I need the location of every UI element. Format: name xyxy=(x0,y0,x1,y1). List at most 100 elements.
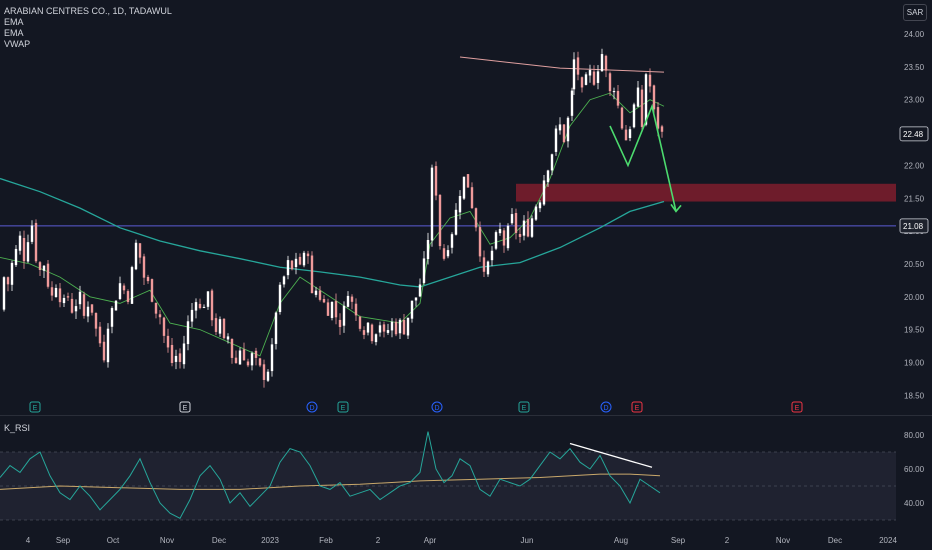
event-marker[interactable] xyxy=(631,401,643,413)
candle-body[interactable] xyxy=(430,167,434,241)
candle-body[interactable] xyxy=(58,288,62,303)
candle-body[interactable] xyxy=(310,255,314,294)
candle-body[interactable] xyxy=(386,330,390,333)
rsi-ma-line[interactable] xyxy=(0,473,661,490)
candle-body[interactable] xyxy=(576,57,580,75)
candle-body[interactable] xyxy=(54,287,58,298)
candle-body[interactable] xyxy=(114,300,118,311)
candle-body[interactable] xyxy=(230,338,234,358)
candle-body[interactable] xyxy=(446,250,450,257)
candle-body[interactable] xyxy=(402,320,406,335)
candle-body[interactable] xyxy=(190,309,194,322)
candle-body[interactable] xyxy=(458,196,462,213)
candle-body[interactable] xyxy=(346,295,350,307)
candle-body[interactable] xyxy=(478,227,482,257)
candle-body[interactable] xyxy=(636,87,640,107)
projection-arrow[interactable] xyxy=(609,103,677,212)
candle-body[interactable] xyxy=(434,166,438,196)
candle-body[interactable] xyxy=(26,242,30,262)
candle-body[interactable] xyxy=(640,89,644,127)
candle-body[interactable] xyxy=(202,306,206,308)
candle-body[interactable] xyxy=(514,213,518,233)
candle-body[interactable] xyxy=(550,154,554,171)
candle-body[interactable] xyxy=(142,256,146,278)
candle-body[interactable] xyxy=(290,260,294,270)
candle-body[interactable] xyxy=(554,128,558,152)
candle-body[interactable] xyxy=(410,300,414,319)
candle-body[interactable] xyxy=(18,235,22,251)
candle-body[interactable] xyxy=(22,238,26,262)
candle-body[interactable] xyxy=(338,319,342,328)
candle-body[interactable] xyxy=(46,263,50,287)
candle-body[interactable] xyxy=(206,291,210,307)
resistance-zone[interactable] xyxy=(516,183,896,202)
candle-body[interactable] xyxy=(110,308,114,327)
candle-body[interactable] xyxy=(78,291,82,305)
candle-body[interactable] xyxy=(562,124,566,143)
candle-body[interactable] xyxy=(2,277,6,310)
currency-button[interactable]: SAR xyxy=(903,4,927,21)
candle-body[interactable] xyxy=(422,258,426,283)
candle-body[interactable] xyxy=(218,319,222,334)
candle-body[interactable] xyxy=(580,77,584,88)
candle-body[interactable] xyxy=(246,361,250,366)
candle-body[interactable] xyxy=(298,256,302,265)
candle-body[interactable] xyxy=(314,290,318,295)
candle-body[interactable] xyxy=(588,70,592,76)
candle-body[interactable] xyxy=(398,319,402,334)
candle-body[interactable] xyxy=(366,322,370,333)
candle-body[interactable] xyxy=(162,317,166,336)
candle-body[interactable] xyxy=(438,194,442,247)
candle-body[interactable] xyxy=(178,353,182,362)
candle-body[interactable] xyxy=(318,290,322,300)
candle-body[interactable] xyxy=(94,313,98,329)
candle-body[interactable] xyxy=(510,214,514,224)
candle-body[interactable] xyxy=(222,318,226,339)
candle-body[interactable] xyxy=(534,206,538,220)
rsi-divergence-trendline[interactable] xyxy=(569,442,653,468)
candle-body[interactable] xyxy=(134,242,138,270)
candle-body[interactable] xyxy=(442,248,446,259)
candle-body[interactable] xyxy=(542,180,546,205)
candle-body[interactable] xyxy=(538,202,542,209)
candle-body[interactable] xyxy=(418,284,422,297)
candle-body[interactable] xyxy=(70,298,74,313)
event-marker[interactable] xyxy=(29,401,41,413)
event-marker[interactable] xyxy=(179,401,191,413)
candle-body[interactable] xyxy=(250,353,254,366)
candle-body[interactable] xyxy=(150,279,154,302)
event-marker[interactable] xyxy=(431,401,443,413)
candle-body[interactable] xyxy=(242,349,246,361)
candle-body[interactable] xyxy=(154,302,158,314)
candle-body[interactable] xyxy=(370,324,374,342)
candle-body[interactable] xyxy=(10,262,14,285)
candle-body[interactable] xyxy=(474,208,478,228)
level-price-tag[interactable] xyxy=(899,218,929,234)
candle-body[interactable] xyxy=(50,287,54,296)
candle-body[interactable] xyxy=(470,187,474,209)
candle-body[interactable] xyxy=(648,74,652,87)
candle-body[interactable] xyxy=(644,74,648,125)
candle-body[interactable] xyxy=(14,248,18,266)
candle-body[interactable] xyxy=(652,85,656,110)
event-marker[interactable] xyxy=(306,401,318,413)
candle-body[interactable] xyxy=(570,90,574,116)
candle-body[interactable] xyxy=(596,71,600,83)
candle-body[interactable] xyxy=(522,220,526,236)
candle-body[interactable] xyxy=(462,176,466,199)
candle-body[interactable] xyxy=(6,277,10,285)
candle-body[interactable] xyxy=(378,325,382,333)
candle-body[interactable] xyxy=(322,298,326,303)
rsi-line[interactable] xyxy=(0,431,661,519)
candle-body[interactable] xyxy=(518,234,522,237)
candle-body[interactable] xyxy=(450,234,454,248)
candle-body[interactable] xyxy=(138,243,142,258)
event-marker[interactable] xyxy=(337,401,349,413)
study-vwap[interactable]: VWAP xyxy=(4,39,31,49)
candle-body[interactable] xyxy=(526,219,530,237)
candle-body[interactable] xyxy=(170,344,174,363)
candle-body[interactable] xyxy=(262,364,266,380)
candle-body[interactable] xyxy=(660,126,664,132)
candle-body[interactable] xyxy=(600,54,604,72)
